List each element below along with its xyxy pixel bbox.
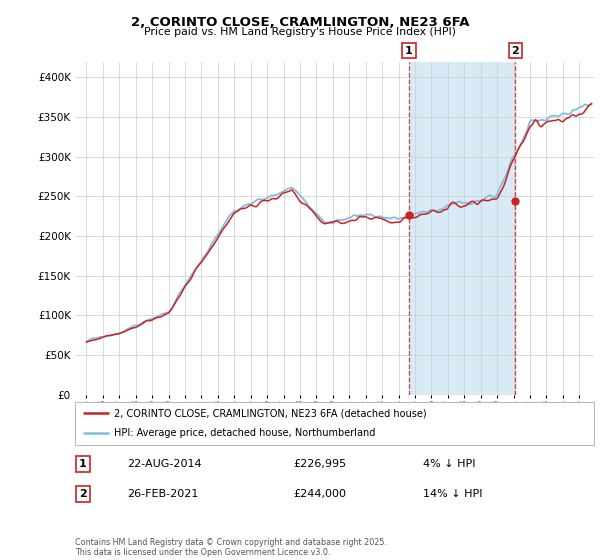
Text: £244,000: £244,000 [293,489,346,499]
Text: HPI: Average price, detached house, Northumberland: HPI: Average price, detached house, Nort… [114,428,376,438]
Text: £226,995: £226,995 [293,459,346,469]
Text: 1: 1 [405,45,413,55]
Text: Price paid vs. HM Land Registry's House Price Index (HPI): Price paid vs. HM Land Registry's House … [144,27,456,37]
Text: 1: 1 [79,459,86,469]
Text: Contains HM Land Registry data © Crown copyright and database right 2025.
This d: Contains HM Land Registry data © Crown c… [75,538,387,557]
Text: 14% ↓ HPI: 14% ↓ HPI [423,489,482,499]
Text: 2: 2 [512,45,520,55]
Text: 22-AUG-2014: 22-AUG-2014 [127,459,202,469]
Text: 26-FEB-2021: 26-FEB-2021 [127,489,198,499]
Text: 2, CORINTO CLOSE, CRAMLINGTON, NE23 6FA: 2, CORINTO CLOSE, CRAMLINGTON, NE23 6FA [131,16,469,29]
Text: 2, CORINTO CLOSE, CRAMLINGTON, NE23 6FA (detached house): 2, CORINTO CLOSE, CRAMLINGTON, NE23 6FA … [114,408,427,418]
Text: 4% ↓ HPI: 4% ↓ HPI [423,459,475,469]
Bar [409,62,515,395]
Text: 2: 2 [79,489,86,499]
